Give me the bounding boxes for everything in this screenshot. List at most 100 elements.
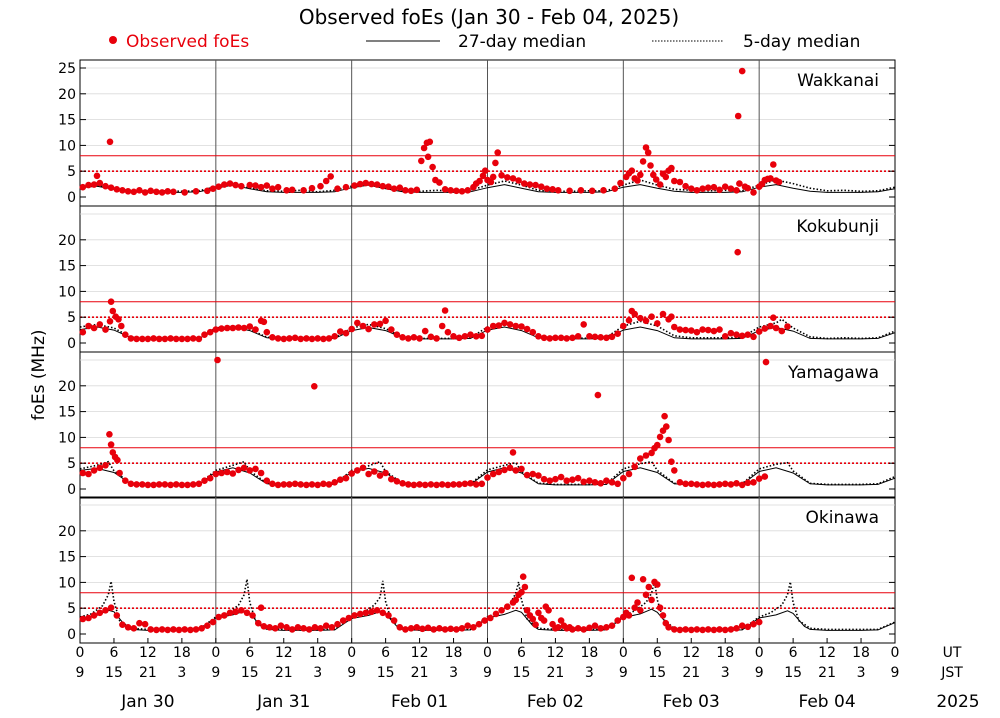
observed-point xyxy=(113,186,121,193)
observed-point xyxy=(495,322,503,329)
observed-point xyxy=(494,149,502,156)
observed-point xyxy=(376,472,384,479)
observed-point xyxy=(133,335,140,343)
observed-point xyxy=(181,626,188,633)
observed-point xyxy=(710,626,718,634)
observed-point xyxy=(580,478,587,486)
observed-point xyxy=(172,335,180,343)
observed-point xyxy=(215,183,222,190)
y-axis-label: foEs (MHz) xyxy=(29,329,49,420)
x-tick-label-ut: 6 xyxy=(381,645,390,661)
observed-point xyxy=(238,182,245,190)
observed-point xyxy=(523,471,531,479)
observed-point xyxy=(141,620,149,628)
observed-point xyxy=(311,624,319,631)
observed-point xyxy=(639,158,647,165)
observed-point xyxy=(396,184,404,191)
chart-title: Observed foEs (Jan 30 - Feb 04, 2025) xyxy=(299,5,679,29)
observed-point xyxy=(385,183,392,190)
observed-point xyxy=(150,481,157,489)
observed-point xyxy=(390,617,398,624)
x-tick-label-jst: 15 xyxy=(241,665,259,681)
observed-point xyxy=(498,172,505,179)
observed-point xyxy=(484,474,491,481)
observed-point xyxy=(734,248,741,256)
observed-point xyxy=(209,618,217,626)
observed-point xyxy=(668,313,675,321)
observed-point xyxy=(85,614,92,622)
observed-point xyxy=(311,383,318,390)
observed-point xyxy=(455,334,463,342)
observed-point xyxy=(654,581,661,588)
observed-point xyxy=(119,187,126,194)
observed-point xyxy=(637,314,644,322)
observed-point xyxy=(654,441,661,449)
observed-point xyxy=(659,612,667,619)
observed-point xyxy=(631,310,638,318)
observed-point xyxy=(594,391,602,399)
observed-point xyxy=(738,622,746,629)
observed-point xyxy=(464,187,472,194)
observed-point xyxy=(501,466,508,474)
observed-point xyxy=(269,185,276,192)
station-label: Wakkanai xyxy=(797,71,879,91)
observed-point xyxy=(390,185,398,192)
x-tick-label-ut: 6 xyxy=(653,645,662,661)
observed-point xyxy=(232,181,239,189)
station-label: Okinawa xyxy=(806,508,879,528)
observed-point xyxy=(218,325,225,332)
x-tick-label-jst: 9 xyxy=(211,665,220,681)
observed-point xyxy=(291,334,299,342)
observed-point xyxy=(441,626,449,633)
observed-point xyxy=(727,185,735,192)
x-tick-label-jst: 3 xyxy=(721,665,730,681)
ut-label: UT xyxy=(943,645,962,661)
observed-point xyxy=(504,603,511,610)
observed-point xyxy=(327,173,335,180)
observed-point xyxy=(396,624,404,631)
y-tick-label: 10 xyxy=(58,430,76,446)
y-tick-label: 5 xyxy=(67,310,76,326)
observed-point xyxy=(693,481,701,488)
observed-point xyxy=(263,477,271,485)
y-tick-label: 10 xyxy=(58,575,76,591)
observed-point xyxy=(444,328,452,336)
x-tick-label-ut: 12 xyxy=(547,645,565,661)
observed-point xyxy=(283,624,290,631)
observed-point xyxy=(447,187,455,194)
observed-point xyxy=(676,626,684,634)
y-tick-label: 15 xyxy=(58,550,76,566)
observed-point xyxy=(167,481,174,489)
observed-point xyxy=(339,617,347,624)
observed-point xyxy=(107,184,115,191)
observed-point xyxy=(475,620,483,628)
observed-point xyxy=(671,467,678,474)
x-tick-label-ut: 0 xyxy=(891,645,900,661)
observed-point xyxy=(365,325,372,333)
observed-point xyxy=(492,159,499,167)
observed-point xyxy=(671,626,678,633)
observed-point xyxy=(438,322,446,330)
observed-point xyxy=(407,625,415,632)
observed-point xyxy=(603,477,610,485)
observed-point xyxy=(214,356,221,364)
y-tick-label: 5 xyxy=(67,164,76,180)
observed-point xyxy=(682,480,689,488)
day-label: Feb 04 xyxy=(799,692,856,712)
observed-point xyxy=(588,187,596,195)
observed-point xyxy=(671,323,678,331)
observed-point xyxy=(102,182,109,190)
observed-point xyxy=(625,612,633,619)
y-tick-label: 0 xyxy=(67,627,76,643)
observed-point xyxy=(563,335,570,342)
observed-point xyxy=(342,329,350,337)
observed-point xyxy=(85,322,92,330)
observed-point xyxy=(206,474,214,482)
observed-point xyxy=(178,335,186,343)
median5-line xyxy=(79,460,896,486)
observed-point xyxy=(721,480,729,488)
observed-point xyxy=(229,470,237,477)
observed-point xyxy=(614,617,621,624)
observed-point xyxy=(733,625,740,632)
observed-point xyxy=(201,331,208,339)
